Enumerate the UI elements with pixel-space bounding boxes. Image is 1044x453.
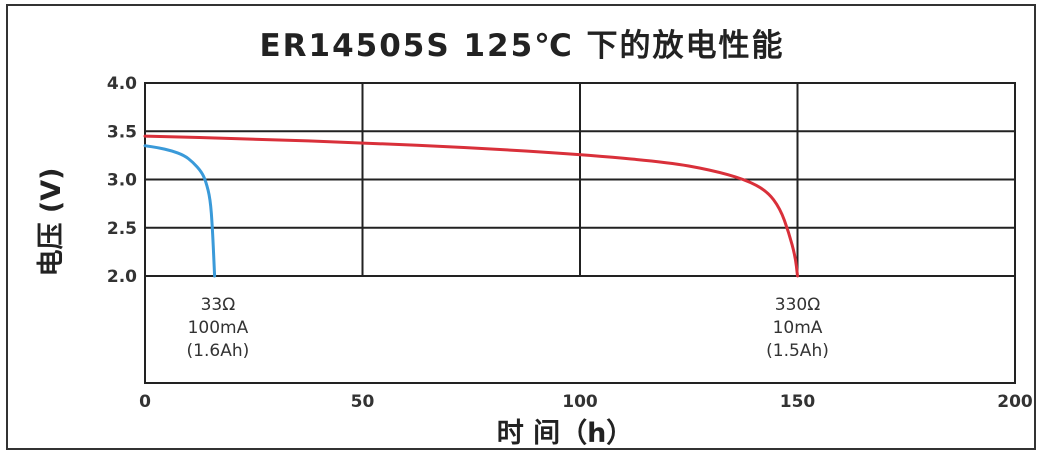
y-tick-label: 4.0 [107, 74, 137, 94]
tick-labels: 2.0 2.5 3.0 3.5 4.0 0 50 100 150 200 [107, 74, 1033, 412]
series-line-2 [143, 134, 799, 278]
y-tick-label: 3.0 [107, 171, 137, 191]
y-tick-label: 2.5 [107, 219, 137, 239]
annotation-text: 330Ω [775, 295, 820, 315]
annotation-text: 33Ω [201, 295, 236, 315]
grid [144, 82, 1016, 384]
y-tick-label: 3.5 [107, 122, 137, 142]
annotation-text: (1.5Ah) [766, 341, 829, 361]
x-tick-label: 50 [351, 392, 375, 412]
x-tick-label: 200 [997, 392, 1033, 412]
chart-title: ER14505S 125℃ 下的放电性能 [259, 28, 784, 64]
annotation-text: (1.6Ah) [187, 341, 250, 361]
annotation-text: 10mA [773, 318, 823, 338]
annotations: 33Ω 100mA (1.6Ah) 330Ω 10mA (1.5Ah) [187, 295, 829, 361]
x-tick-label: 150 [780, 392, 816, 412]
series-layer [143, 134, 799, 278]
x-axis-label: 时 间（h） [497, 418, 634, 449]
y-tick-label: 2.0 [107, 267, 137, 287]
series-line-1 [143, 144, 217, 278]
x-tick-label: 100 [562, 392, 598, 412]
annotation-text: 100mA [188, 318, 249, 338]
y-axis-label: 电压 (V) [36, 168, 67, 277]
x-tick-label: 0 [139, 392, 151, 412]
